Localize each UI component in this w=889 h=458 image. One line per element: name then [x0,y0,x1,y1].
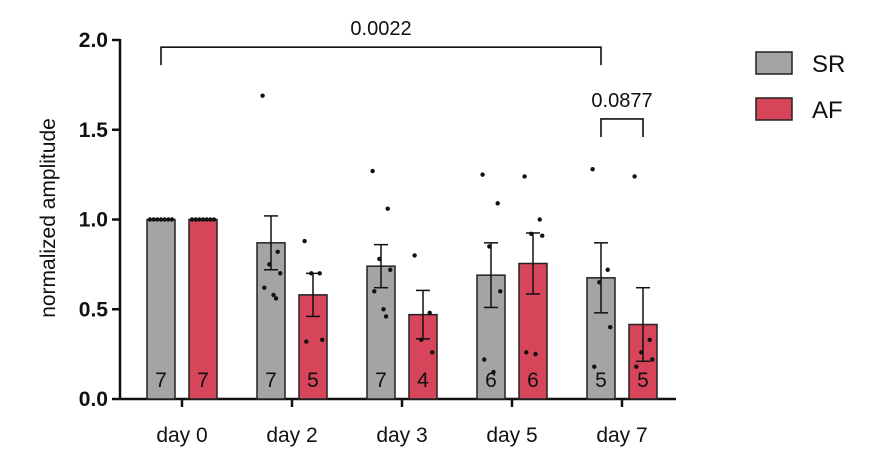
x-tick-label: day 3 [376,424,427,447]
data-point [370,168,375,174]
significance-bracket [600,118,644,137]
data-point [200,217,206,222]
y-tick-label: 1.5 [79,119,109,142]
data-point [166,217,171,222]
data-point [491,369,496,375]
data-point [647,337,652,342]
data-point [495,201,500,206]
data-point [278,271,283,276]
data-point [605,267,610,272]
data-point [189,217,195,222]
y-axis-title: normalized amplitude [37,118,60,318]
data-point [320,337,325,342]
data-point [271,292,276,298]
data-point [302,238,307,244]
data-point [480,172,485,177]
n-label: 7 [197,369,209,392]
data-point [427,310,432,316]
data-point [267,262,272,267]
y-tick-label: 1.0 [79,209,108,232]
data-point [608,325,613,330]
data-point [381,307,386,312]
data-point [385,206,390,211]
legend-swatch-sr [755,51,793,75]
data-point [482,357,487,362]
data-point [273,296,279,301]
data-point [533,351,538,357]
data-point [522,174,527,179]
data-point [650,357,655,362]
data-point [158,217,164,222]
n-label: 6 [527,369,539,392]
data-point [155,217,160,222]
n-label: 6 [485,369,497,392]
bar-sr [146,218,176,400]
data-point [529,231,534,237]
data-point [162,217,167,222]
data-point [317,271,322,276]
n-label: 7 [265,369,277,392]
data-point [498,289,503,294]
data-point [634,364,639,369]
data-point [262,285,267,290]
n-label: 5 [307,369,319,392]
n-label: 7 [155,369,167,392]
data-point [304,339,309,344]
y-tick-label: 0.5 [79,298,109,321]
legend-label-af: AF [812,97,843,124]
n-label: 5 [595,369,607,392]
legend-label-sr: SR [812,51,845,78]
data-point [377,256,382,262]
y-tick-label: 0.0 [79,388,108,411]
data-point [419,337,424,342]
n-label: 5 [637,369,649,392]
x-tick-label: day 2 [266,424,317,447]
data-point [590,167,595,172]
data-point [383,314,389,319]
data-point [151,217,156,222]
data-point [524,350,529,355]
data-point [275,249,280,255]
data-point [197,217,202,222]
data-point [597,280,602,285]
data-point [388,267,393,272]
significance-bracket [160,46,602,66]
data-point [592,364,597,369]
x-tick-label: day 0 [156,424,207,447]
data-point [639,350,644,355]
data-point [537,217,542,222]
n-label: 7 [375,369,387,392]
data-point [193,217,198,222]
data-point [632,174,637,179]
data-point [309,271,314,276]
data-point [487,244,492,249]
plot-area: 0.0 0.5 1.0 1.5 2.0 day 0 day 2 day 3 day 5 day 7… [79,18,676,447]
n-label: 4 [417,369,429,392]
data-point [169,217,175,222]
data-point [430,350,435,355]
p-value-label: 0.0877 [591,90,652,112]
data-point [260,93,265,98]
legend: SR AF [755,51,845,124]
bar-af [188,218,218,400]
data-point [372,289,377,294]
data-point [211,217,217,222]
data-point [204,217,209,222]
x-tick-label: day 7 [596,424,647,447]
data-point [540,233,545,238]
data-point [412,253,417,258]
p-value-label: 0.0022 [350,18,411,40]
x-tick-label: day 5 [486,424,537,447]
data-point [208,217,213,222]
legend-swatch-af [755,97,793,121]
y-tick-label: 2.0 [79,29,108,52]
data-point [147,217,153,222]
